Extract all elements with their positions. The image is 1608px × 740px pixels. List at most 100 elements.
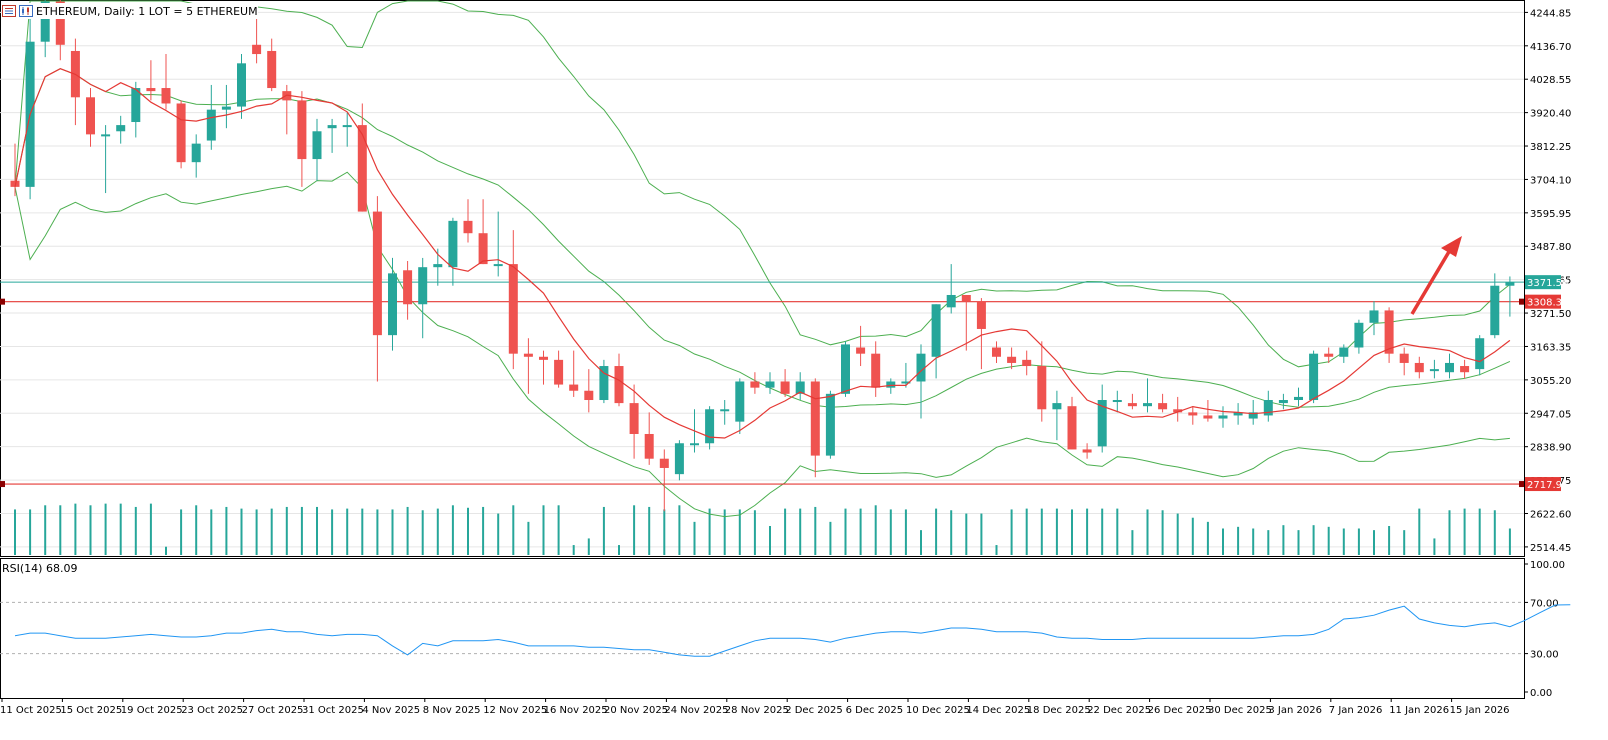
y-tick-label: 3055.20 [1530, 376, 1571, 387]
candle-body [403, 270, 413, 305]
chart-title: ETHEREUM, Daily: 1 LOT = 5 ETHEREUM [36, 4, 258, 18]
candle-body [1248, 412, 1258, 419]
x-tick-label: 15 Jan 2026 [1450, 705, 1510, 716]
rsi-tick-label: 0.00 [1530, 688, 1552, 699]
candle-body [992, 347, 1001, 357]
candle-body [765, 381, 775, 388]
x-tick-label: 24 Nov 2025 [664, 705, 728, 716]
level-line-handle[interactable] [1519, 298, 1524, 305]
candle-body [1158, 403, 1168, 410]
candle-body [961, 294, 971, 302]
candle-body [116, 125, 126, 132]
candle-body [599, 366, 609, 401]
trend-arrow-head[interactable] [1441, 236, 1462, 257]
candle-body [1097, 400, 1107, 447]
candle-body [1294, 396, 1303, 401]
level-price-label: 2717.95 [1527, 480, 1568, 491]
x-tick-label: 20 Nov 2025 [604, 705, 668, 716]
candle-body [191, 143, 201, 163]
candle-body [1278, 400, 1288, 404]
y-tick-label: 4244.85 [1530, 8, 1571, 19]
candle-body [146, 88, 156, 92]
candle-body [40, 1, 50, 42]
candle-body [10, 180, 20, 187]
candle-body [901, 381, 911, 384]
candle-body [946, 294, 956, 308]
level-price-tag [1525, 477, 1561, 492]
level-line-handle[interactable] [1519, 481, 1524, 488]
candle-body [720, 409, 730, 412]
y-tick-label: 3487.80 [1530, 242, 1571, 253]
candle-body [478, 233, 488, 265]
candle-body [1460, 366, 1470, 373]
chart-header: ETHEREUM, Daily: 1 LOT = 5 ETHEREUM [2, 3, 258, 19]
candle-body [1143, 403, 1152, 407]
candle-body [825, 393, 835, 456]
level-line-handle[interactable] [0, 298, 5, 305]
level-line-handle[interactable] [0, 481, 5, 488]
candle-body [372, 211, 382, 336]
candle-body [1339, 347, 1349, 357]
rsi-tick-label: 100.00 [1530, 560, 1565, 571]
x-tick-label: 23 Oct 2025 [181, 705, 243, 716]
candle-body [101, 134, 111, 137]
trend-arrow-shaft[interactable] [1410, 249, 1452, 315]
y-tick-label: 3704.10 [1530, 175, 1571, 186]
x-tick-label: 22 Dec 2025 [1087, 705, 1151, 716]
candle-body [750, 381, 760, 388]
candle-body [267, 50, 277, 89]
y-tick-label: 2947.05 [1530, 409, 1571, 420]
x-tick-label: 28 Nov 2025 [725, 705, 789, 716]
candle-body [1324, 353, 1334, 357]
candle-body [1263, 400, 1273, 416]
candle-body [176, 103, 186, 163]
candle-body [493, 264, 503, 267]
candle-body [388, 273, 397, 336]
y-tick-label: 3595.95 [1530, 209, 1571, 220]
window-menu-icon[interactable] [2, 5, 16, 17]
candle-body [252, 44, 262, 55]
candle-body [1414, 362, 1424, 373]
candle-body [312, 131, 322, 160]
rsi-pane [0, 558, 1525, 699]
candle-body [433, 264, 443, 268]
x-tick-label: 7 Jan 2026 [1329, 705, 1383, 716]
candle-body [418, 267, 428, 305]
x-tick-label: 15 Oct 2025 [60, 705, 122, 716]
x-tick-label: 8 Nov 2025 [423, 705, 481, 716]
bollinger-lower-band [14, 171, 1510, 518]
candle-body [131, 88, 141, 123]
x-tick-label: 27 Oct 2025 [242, 705, 304, 716]
y-tick-label: 2622.60 [1530, 509, 1571, 520]
moving-average-line [14, 68, 1511, 439]
x-tick-label: 11 Jan 2026 [1389, 705, 1449, 716]
rsi-indicator-label: RSI(14) 68.09 [2, 562, 80, 575]
candle-body [1127, 403, 1137, 407]
candle-body [508, 264, 518, 354]
candle-body [327, 125, 337, 129]
candle-body [629, 403, 639, 434]
candle-body [1022, 359, 1032, 367]
y-tick-label: 3812.25 [1530, 142, 1571, 153]
candle-body [886, 381, 896, 388]
candle-body [55, 1, 65, 45]
level-price-label: 3308.39 [1527, 298, 1568, 309]
chart-type-icon[interactable] [19, 5, 33, 17]
candle-body [1505, 282, 1515, 286]
candle-body [584, 390, 594, 401]
candle-body [554, 359, 564, 385]
candle-body [1233, 412, 1243, 416]
rsi-tick-label: 70.00 [1530, 598, 1559, 609]
candle-body [86, 97, 95, 135]
x-tick-label: 26 Dec 2025 [1148, 705, 1212, 716]
y-tick-label: 4028.55 [1530, 75, 1571, 86]
candle-body [674, 443, 684, 475]
x-tick-label: 2 Dec 2025 [785, 705, 843, 716]
candle-body [1082, 449, 1092, 453]
candle-body [569, 384, 579, 391]
main-pane [0, 0, 1525, 557]
x-tick-label: 6 Dec 2025 [846, 705, 904, 716]
candle-body [1475, 338, 1485, 370]
